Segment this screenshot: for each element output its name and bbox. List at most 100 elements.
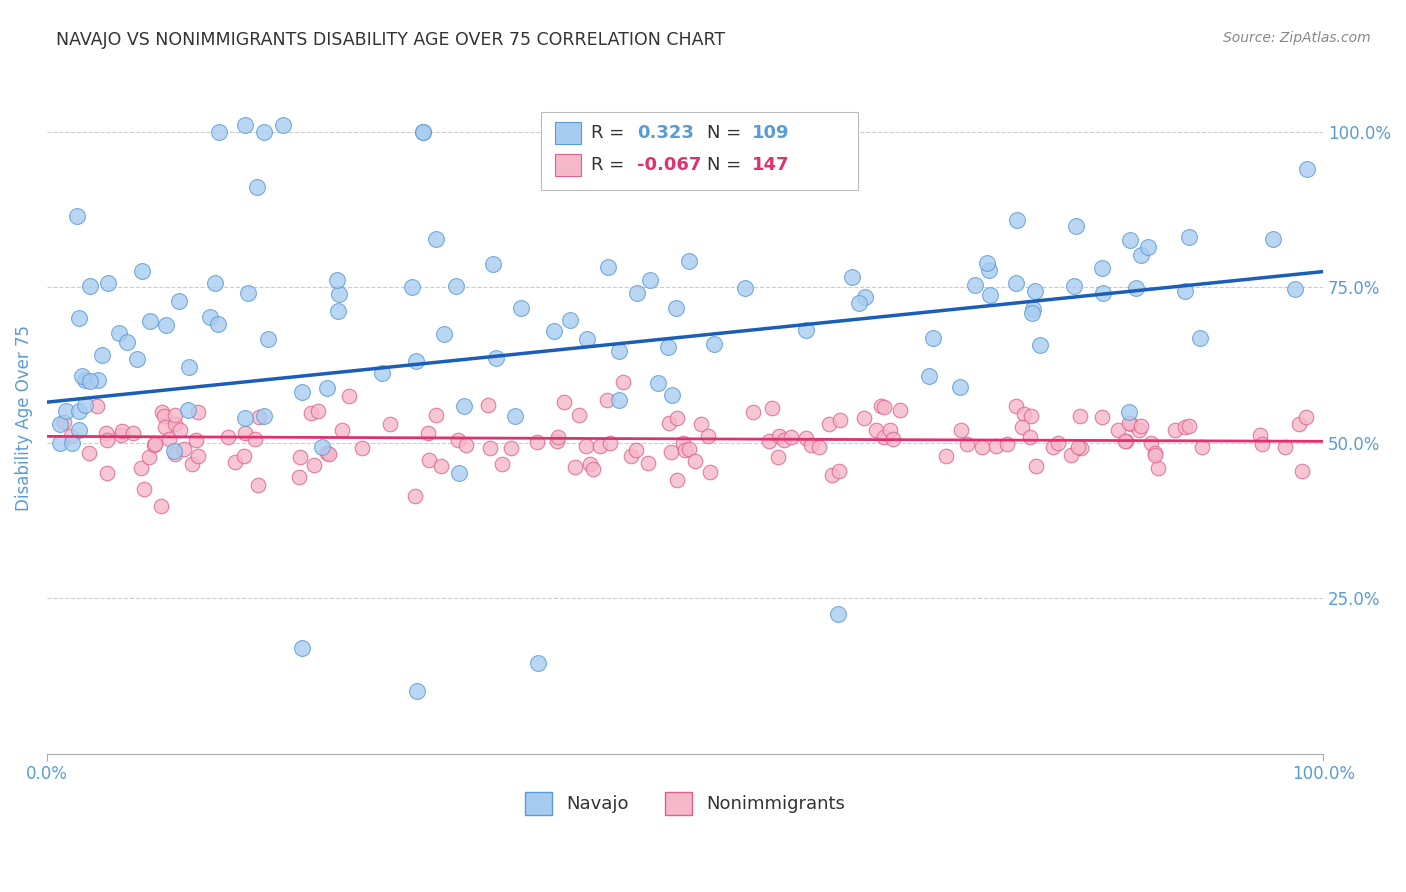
Point [972, 440, 994, 454]
Point [1018, 429, 1040, 443]
Point [1261, 232, 1284, 246]
Text: -0.067: -0.067 [637, 156, 702, 174]
Point [699, 465, 721, 479]
Text: Source: ZipAtlas.com: Source: ZipAtlas.com [1223, 31, 1371, 45]
Point [1274, 440, 1296, 454]
Point [830, 413, 852, 427]
Point [299, 406, 322, 420]
Point [950, 423, 973, 437]
Point [678, 253, 700, 268]
Point [685, 454, 707, 468]
Text: 109: 109 [752, 124, 790, 142]
Point [1174, 285, 1197, 299]
Point [55, 404, 77, 418]
Point [79, 279, 101, 293]
Point [638, 273, 661, 287]
Point [1042, 440, 1064, 454]
Point [658, 417, 681, 431]
Point [1291, 464, 1313, 478]
Point [1249, 428, 1271, 442]
Point [87, 373, 110, 387]
Point [1118, 405, 1140, 419]
Point [965, 278, 987, 293]
Point [245, 179, 267, 194]
Point [852, 410, 875, 425]
Point [1284, 282, 1306, 296]
Point [412, 125, 434, 139]
Point [291, 384, 314, 399]
Point [568, 408, 591, 422]
Point [503, 409, 526, 424]
Point [129, 460, 152, 475]
Point [607, 344, 630, 359]
Point [1136, 240, 1159, 254]
Text: 147: 147 [752, 156, 790, 174]
Point [869, 400, 891, 414]
Point [1114, 434, 1136, 448]
Point [821, 467, 844, 482]
Point [328, 286, 350, 301]
Point [879, 423, 901, 437]
Point [416, 426, 439, 441]
Point [418, 453, 440, 467]
Point [491, 458, 513, 472]
Point [204, 276, 226, 290]
Point [132, 482, 155, 496]
Point [647, 376, 669, 390]
Point [995, 437, 1018, 451]
Point [780, 429, 803, 443]
Point [163, 446, 186, 460]
Point [316, 446, 339, 460]
Point [66, 209, 89, 223]
Point [232, 449, 254, 463]
Point [547, 430, 569, 444]
Point [77, 446, 100, 460]
Point [637, 456, 659, 470]
Point [673, 443, 696, 458]
Point [768, 450, 790, 465]
Point [800, 438, 823, 452]
Point [115, 334, 138, 349]
Point [575, 439, 598, 453]
Point [499, 441, 522, 455]
Point [224, 455, 246, 469]
Point [918, 369, 941, 384]
Point [449, 467, 471, 481]
Point [91, 348, 114, 362]
Point [596, 392, 619, 407]
Point [291, 640, 314, 655]
Point [243, 432, 266, 446]
Point [238, 286, 260, 301]
Point [177, 403, 200, 417]
Point [543, 324, 565, 338]
Point [75, 398, 97, 412]
Point [187, 449, 209, 463]
Point [110, 424, 132, 438]
Point [150, 405, 173, 419]
Point [527, 657, 550, 671]
Point [406, 684, 429, 698]
Point [1067, 440, 1090, 454]
Point [666, 410, 689, 425]
Point [152, 409, 174, 424]
Point [208, 125, 231, 139]
Point [808, 440, 831, 454]
Point [1164, 424, 1187, 438]
Point [848, 296, 870, 310]
Point [253, 125, 276, 139]
Point [184, 434, 207, 448]
Point [889, 403, 911, 417]
Point [1021, 305, 1043, 319]
Point [865, 423, 887, 437]
Point [1070, 441, 1092, 455]
Point [665, 473, 688, 487]
Point [1024, 285, 1046, 299]
Point [828, 464, 851, 478]
Point [447, 433, 470, 447]
Point [1060, 448, 1083, 462]
Point [62, 435, 84, 450]
Point [558, 313, 581, 327]
Point [1107, 423, 1129, 437]
Point [169, 423, 191, 437]
Point [454, 437, 477, 451]
